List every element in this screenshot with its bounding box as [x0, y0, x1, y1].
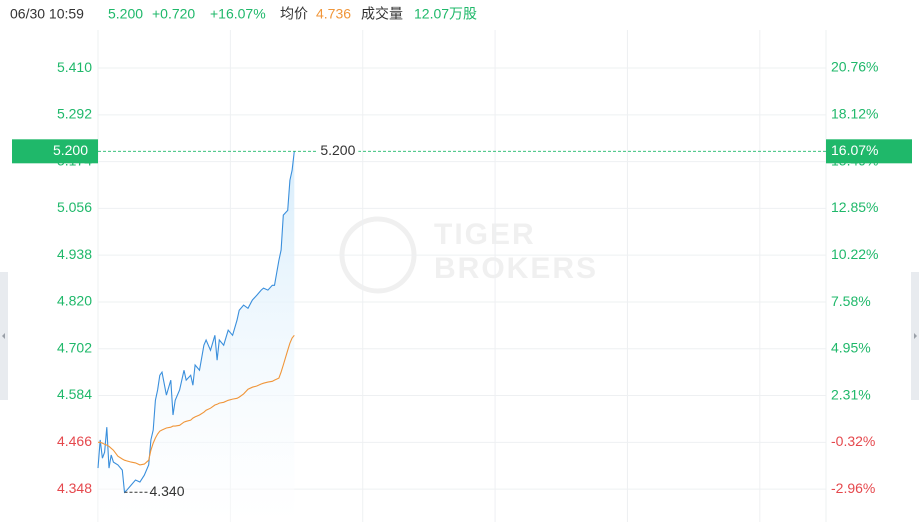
y-tick-label: 5.410 — [57, 59, 92, 75]
y-tick-label: 4.702 — [57, 339, 92, 355]
last-pct-box — [826, 139, 912, 164]
y-tick-label: 4.348 — [57, 480, 92, 496]
avg: 4.736 — [316, 6, 351, 22]
last-price-tag-bg — [316, 143, 359, 160]
change: +0.720 — [152, 6, 195, 22]
last-price-box — [12, 139, 98, 164]
low-label: 4.340 — [149, 483, 184, 499]
volume-label: 成交量 — [361, 6, 403, 22]
header: 06/30 10:59 5.200 +0.720 +16.07% 均价 4.73… — [10, 6, 477, 22]
y-tick-label: 4.584 — [57, 386, 92, 402]
side-arrow — [2, 333, 5, 339]
y-tick-label: 4.938 — [57, 246, 92, 262]
price: 5.200 — [108, 6, 143, 22]
watermark: TIGER — [434, 218, 536, 251]
y-tick-label: 4.820 — [57, 293, 92, 309]
change-pct: +16.07% — [210, 6, 266, 22]
volume: 12.07万股 — [414, 6, 477, 22]
y2-tick-label: -0.32% — [831, 433, 875, 449]
y2-tick-label: 18.12% — [831, 106, 878, 122]
avg-label: 均价 — [280, 6, 308, 22]
last-pct-box-label: 16.07% — [831, 142, 878, 158]
last-price-tag: 5.200 — [320, 142, 355, 158]
y-tick-label: 5.292 — [57, 106, 92, 122]
y-tick-label: 4.466 — [57, 433, 92, 449]
y2-tick-label: 7.58% — [831, 293, 871, 309]
side-arrow — [914, 333, 917, 339]
price-area — [98, 151, 295, 522]
watermark: BROKERS — [434, 252, 598, 285]
y2-tick-label: -2.96% — [831, 480, 875, 496]
last-price-box-label: 5.200 — [53, 142, 88, 158]
y2-tick-label: 2.31% — [831, 386, 871, 402]
time: 06/30 10:59 — [10, 6, 84, 22]
average-line — [98, 334, 295, 466]
y2-tick-label: 20.76% — [831, 59, 878, 75]
y2-tick-label: 4.95% — [831, 340, 871, 356]
y2-tick-label: 12.85% — [831, 199, 878, 215]
y-tick-label: 5.056 — [57, 199, 92, 215]
y2-tick-label: 10.22% — [831, 246, 878, 262]
